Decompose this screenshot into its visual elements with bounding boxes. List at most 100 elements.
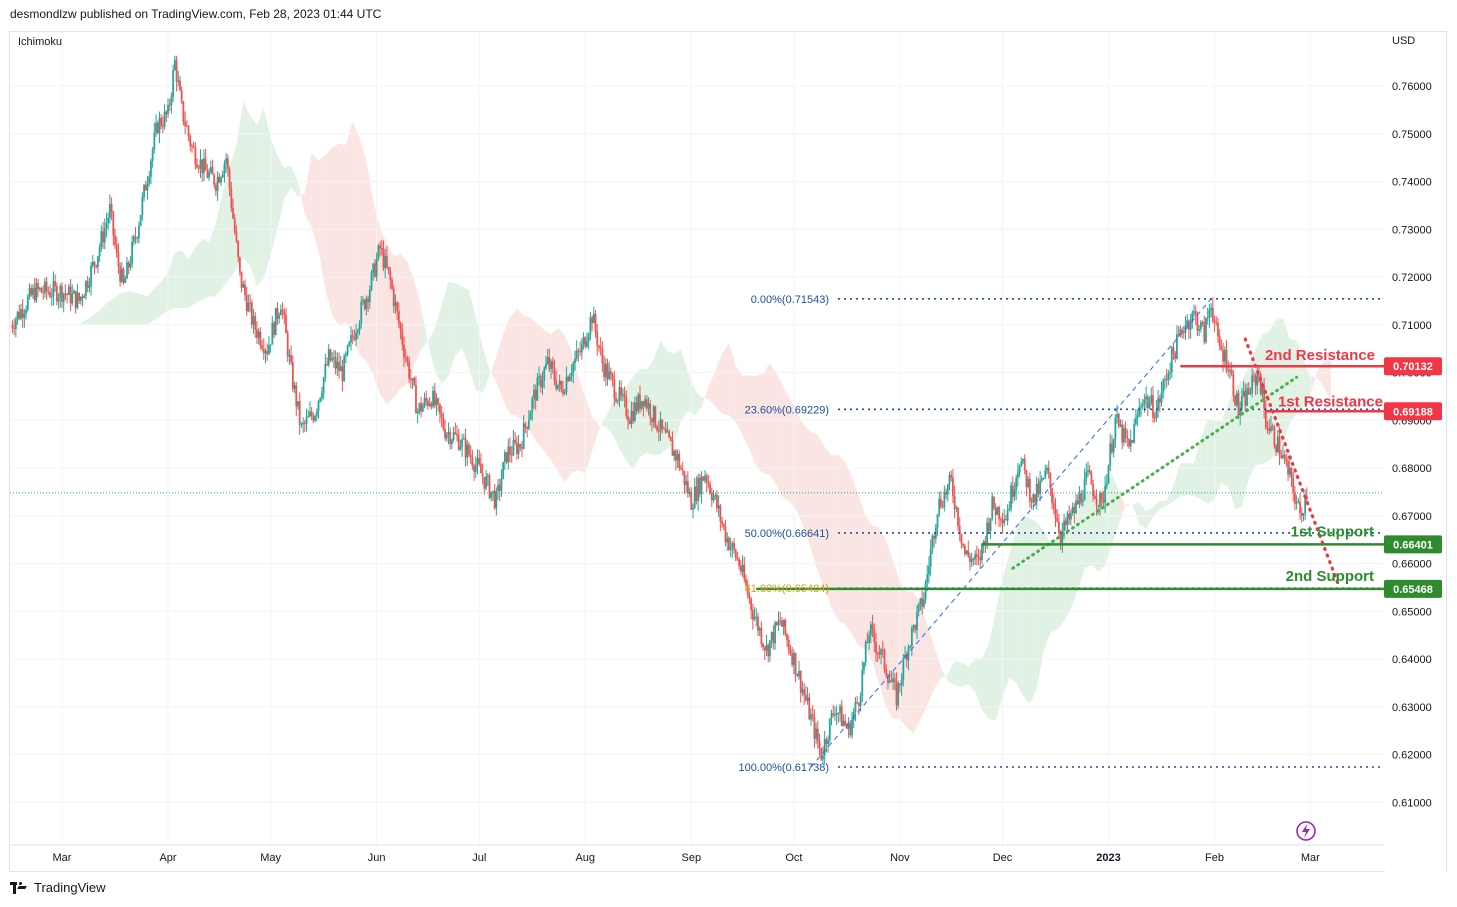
cloud-segment [297,181,305,215]
candle-body [336,361,339,369]
candle-body [1237,393,1240,416]
cloud-segment [858,496,866,650]
candle-body [1215,322,1218,324]
candle-body [262,348,265,354]
candle-body [1090,472,1093,485]
candle-body [601,349,604,364]
candle-body [1179,329,1182,335]
candle-body [705,475,708,483]
candle-body [799,670,802,693]
cloud-segment [126,291,134,325]
candle-body [1254,376,1257,386]
candle-body [974,554,977,560]
candle-body [1056,517,1059,522]
candle-body [570,373,573,377]
candle-body [714,494,717,497]
price-axis-bg[interactable] [1385,32,1446,872]
candle-body [1068,513,1071,520]
candle-body [859,696,862,706]
candle-body [439,404,441,414]
candle-body [1063,520,1065,531]
candle-body [1283,454,1286,459]
candle-body [1174,353,1177,359]
candle-body [931,535,934,550]
candle-body [664,428,667,433]
cloud-segment [763,362,770,475]
candle-body [1247,388,1250,394]
candle-body [1187,320,1190,330]
candle-body [1234,395,1236,406]
x-tick-label: Oct [785,852,802,864]
chart-frame[interactable] [9,31,1447,872]
candle-body [639,394,641,409]
candle-body [1288,467,1291,475]
candle-body [575,350,578,359]
tradingview-footer: TradingView [10,880,106,895]
candle-body [852,711,855,720]
candle-body [391,280,393,289]
candle-body [977,556,980,558]
lightning-icon[interactable] [1296,821,1316,841]
candle-body [1064,520,1067,526]
candle-body [755,616,758,618]
candle-body [1297,501,1300,503]
y-tick-label: 0.76000 [1392,81,1432,93]
y-tick-label: 0.73000 [1392,224,1432,236]
candle-body [808,697,811,720]
candle-body [309,411,311,417]
candle-body [1141,404,1144,407]
y-tick-label: 0.64000 [1392,654,1432,666]
cloud-segment [106,298,114,325]
cloud-segment [530,317,538,443]
candle-body [32,287,34,296]
candle-body [223,163,226,174]
y-tick-label: 0.74000 [1392,177,1432,189]
candle-body [810,714,812,720]
candle-body [476,458,479,465]
candle-body [1146,396,1149,408]
currency-label: USD [1392,35,1415,47]
candle-body [1087,470,1089,472]
candle-body [770,632,773,641]
x-tick-label: Apr [159,852,176,864]
candle-body [397,311,400,324]
candle-body [355,332,358,340]
candle-body [235,232,238,242]
cloud-segment [489,356,497,383]
candle-body [1049,473,1052,489]
cloud-segment [735,365,743,435]
candle-body [875,642,877,653]
candle-body [512,439,515,456]
candle-body [1107,465,1110,484]
candle-body [924,582,927,600]
candle-body [175,59,178,82]
candle-body [729,547,732,550]
cloud-segment [783,386,791,502]
candle-body [546,357,549,364]
candle-body [594,313,597,332]
candle-body [728,537,730,550]
candle-body [28,288,31,298]
lightning-bolt-icon [1302,824,1310,838]
candle-body [560,380,563,390]
candle-body [266,351,269,355]
candle-body [704,475,706,481]
cloud-segment [1310,371,1318,395]
candle-body [1023,458,1026,471]
candle-body [233,218,236,233]
candle-body [483,477,486,489]
cloud-segment [988,611,996,720]
candle-body [47,291,50,293]
candle-body [845,724,848,729]
candle-body [245,294,248,312]
candle-body [1011,485,1014,497]
cloud-segment [1194,438,1201,500]
candle-body [765,644,768,651]
candle-body [1037,483,1040,494]
y-tick-label: 0.61000 [1392,797,1432,809]
candle-body [454,432,457,434]
candle-body [261,345,263,349]
candle-body [66,294,69,296]
candle-body [298,401,301,425]
